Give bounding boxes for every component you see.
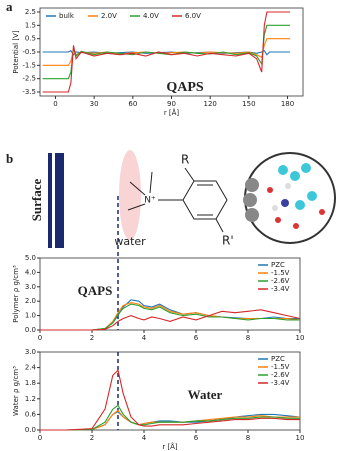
- y-axis-label: Polymer ρ g/cm³: [12, 265, 20, 323]
- md-snapshot: [244, 152, 336, 244]
- water-label: water: [114, 235, 146, 248]
- y-tick-label: -3.5: [22, 88, 36, 96]
- legend-label: -2.6V: [271, 277, 290, 285]
- annotation: QAPS: [78, 283, 113, 298]
- y-tick-label: 1.8: [25, 379, 36, 387]
- x-axis-label: r [Å]: [164, 108, 180, 117]
- x-tick-label: 0: [38, 334, 42, 342]
- legend-label: -1.5V: [271, 363, 290, 371]
- panel-label: a: [6, 0, 13, 14]
- x-tick-label: 2: [90, 334, 94, 342]
- x-tick-label: 6: [194, 434, 199, 442]
- x-tick-label: 2: [90, 434, 94, 442]
- series-line: [40, 411, 301, 431]
- series-line: [40, 309, 301, 331]
- series-line: [40, 369, 300, 431]
- x-axis-label: r [Å]: [162, 442, 178, 451]
- legend: PZC-1.5V-2.6V-3.4V: [258, 261, 290, 293]
- y-tick-label: 1.0: [25, 312, 36, 320]
- md-atoms: [243, 163, 325, 229]
- y-tick-label: 1.2: [25, 395, 36, 403]
- plot-area: [39, 257, 301, 331]
- y-tick-label: 2.4: [25, 364, 37, 372]
- water-region: [119, 150, 141, 240]
- bonds: [127, 171, 183, 211]
- y-tick-label: 3.0: [25, 283, 36, 291]
- y-tick-label: 0.0: [25, 326, 36, 334]
- benzene-ring: [182, 180, 228, 220]
- y-tick-label: 0.5: [25, 35, 36, 43]
- y-axis-label: Potential [V]: [12, 30, 20, 73]
- y-tick-label: 1.5: [25, 21, 36, 29]
- y-tick-label: 2.5: [25, 8, 36, 16]
- x-tick-label: 90: [167, 100, 176, 108]
- x-tick-label: 8: [246, 334, 250, 342]
- x-tick-label: 8: [246, 434, 250, 442]
- schematic: Surface water N⁺ R R': [29, 150, 336, 248]
- x-tick-label: 150: [242, 100, 255, 108]
- y-tick-label: -1.5: [22, 61, 36, 69]
- r-label: R: [181, 153, 189, 167]
- legend-label: -3.4V: [271, 285, 290, 293]
- annotation: Water: [188, 387, 223, 402]
- series-line: [42, 11, 291, 93]
- series-line: [40, 409, 300, 431]
- series-line: [40, 299, 300, 331]
- x-tick-label: 0: [38, 434, 42, 442]
- legend-label: 2.0V: [101, 12, 117, 20]
- y-axis-label: Water ρ g/cm³: [12, 366, 20, 416]
- y-tick-label: 4.0: [25, 268, 36, 276]
- y-tick-label: 0.6: [25, 410, 37, 418]
- surface-bar: [55, 153, 64, 248]
- x-tick-label: 60: [128, 100, 137, 108]
- r-label: R': [222, 234, 234, 248]
- series-line: [40, 302, 301, 331]
- legend: PZC-1.5V-2.6V-3.4V: [258, 355, 290, 387]
- legend-label: 4.0V: [143, 12, 159, 20]
- legend-label: -2.6V: [271, 371, 290, 379]
- x-tick-label: 4: [142, 434, 147, 442]
- x-tick-label: 6: [194, 334, 199, 342]
- annotation: QAPS: [166, 80, 204, 95]
- nitrogen-label: N⁺: [144, 196, 156, 206]
- x-tick-label: 0: [53, 100, 57, 108]
- legend-label: PZC: [271, 355, 285, 363]
- legend-label: 6.0V: [185, 12, 201, 20]
- legend-label: PZC: [271, 261, 285, 269]
- y-tick-label: -2.5: [22, 75, 36, 83]
- y-tick-label: -0.5: [22, 48, 36, 56]
- panel-label: b: [6, 151, 13, 166]
- plot-area: [39, 351, 301, 431]
- x-tick-label: 30: [90, 100, 99, 108]
- bonds: [184, 167, 224, 233]
- legend: bulk 2.0V 4.0V 6.0V: [46, 12, 201, 20]
- series-line: [40, 404, 300, 431]
- y-tick-label: 0.0: [25, 426, 36, 434]
- x-tick-label: 10: [296, 334, 305, 342]
- y-tick-label: 2.0: [25, 297, 36, 305]
- surface-label: Surface: [29, 178, 44, 221]
- legend-label: bulk: [59, 12, 75, 20]
- surface-bar: [48, 153, 52, 248]
- x-tick-label: 10: [296, 434, 305, 442]
- x-tick-label: 4: [142, 334, 147, 342]
- legend-label: -1.5V: [271, 269, 290, 277]
- x-tick-label: 180: [281, 100, 294, 108]
- legend-label: -3.4V: [271, 379, 290, 387]
- series-line: [40, 303, 300, 331]
- y-tick-label: 5.0: [25, 254, 36, 262]
- y-tick-label: 3.0: [25, 348, 36, 356]
- x-tick-label: 120: [203, 100, 216, 108]
